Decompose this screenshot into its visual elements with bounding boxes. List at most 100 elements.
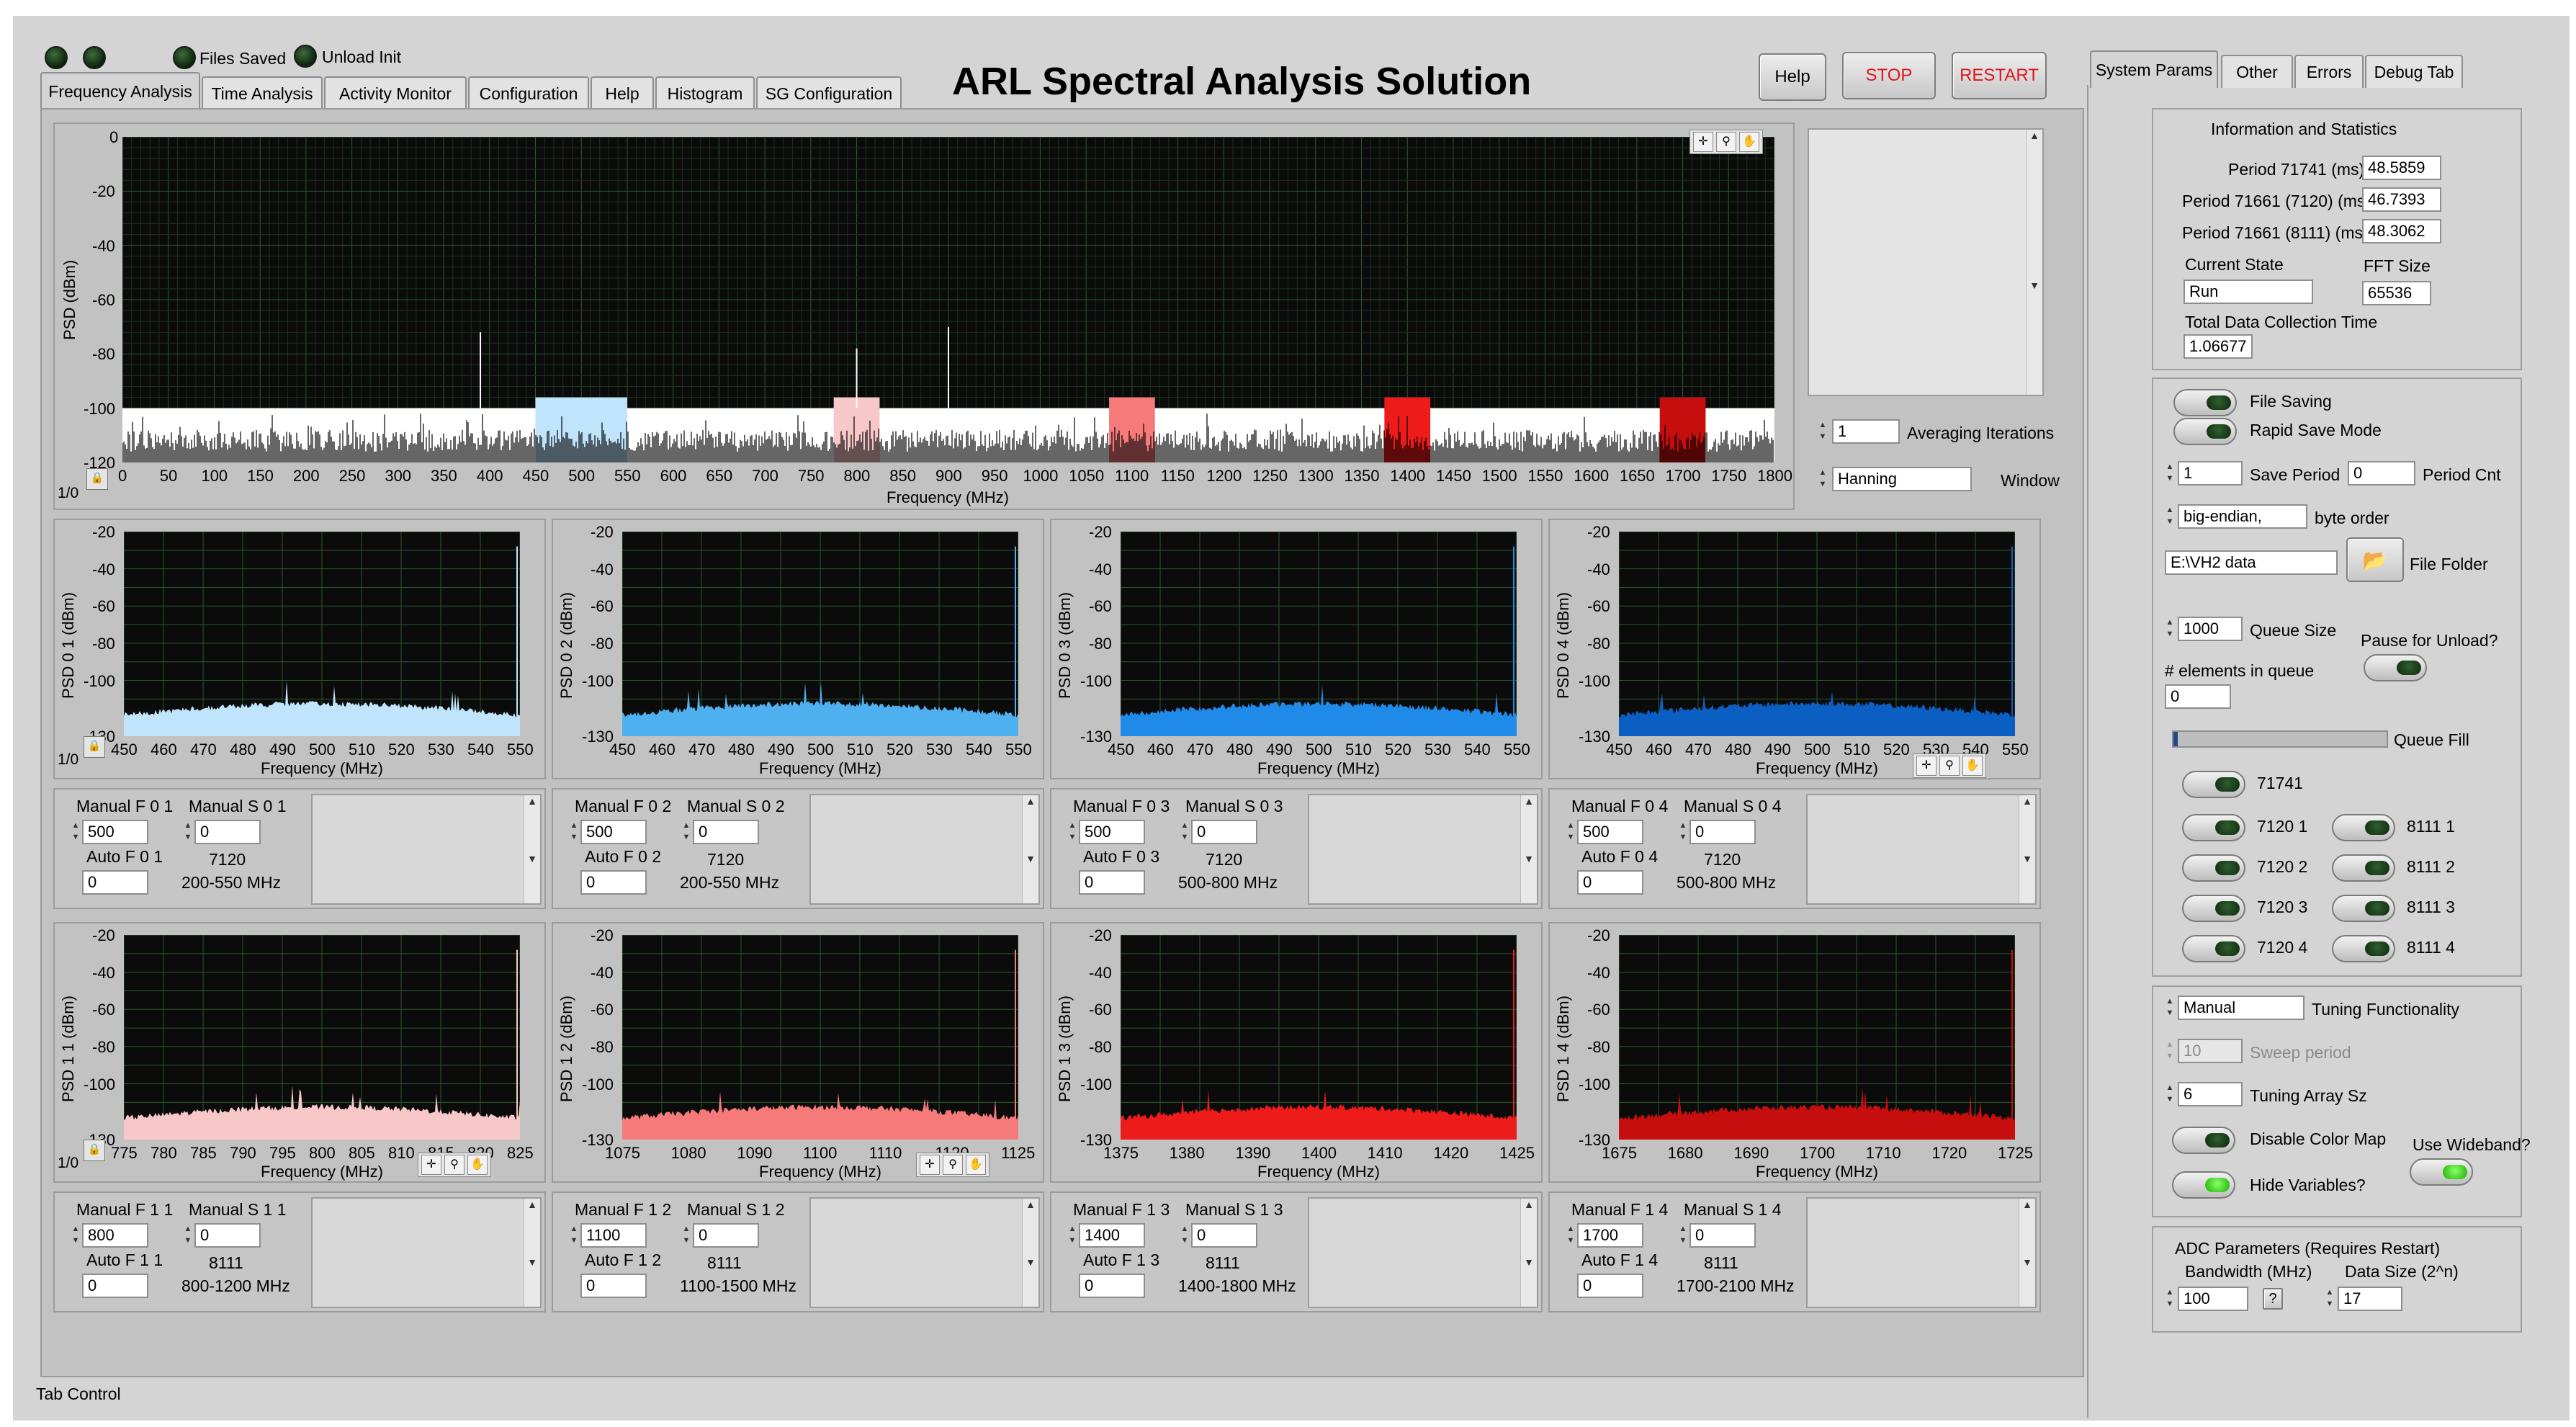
tab-activity-monitor[interactable]: Activity Monitor	[324, 76, 467, 109]
manual-s-spinner[interactable]: ▲ ▼	[184, 1225, 192, 1245]
zoom-tool-icon[interactable]: ⚲	[1939, 756, 1960, 776]
channel-listbox[interactable]: ▲ ▼	[809, 794, 1040, 905]
tab-histogram[interactable]: Histogram	[655, 76, 755, 109]
device-toggle-7120-4[interactable]	[2182, 935, 2245, 962]
listbox-scrollbar[interactable]: ▲ ▼	[2019, 795, 2035, 903]
channel-listbox[interactable]: ▲ ▼	[1806, 794, 2037, 905]
file-saving-toggle[interactable]	[2173, 389, 2237, 416]
tuning-mode-spinner[interactable]: ▲ ▼	[2166, 997, 2174, 1017]
bandwidth-spinner[interactable]: ▲ ▼	[2166, 1288, 2174, 1308]
psd-plot-area[interactable]	[622, 532, 1018, 736]
tab-time-analysis[interactable]: Time Analysis	[202, 76, 323, 109]
manual-s-spinner[interactable]: ▲ ▼	[1679, 821, 1687, 841]
scale-lock-icon[interactable]: 🔒	[86, 468, 108, 490]
queue-size-input[interactable]: 1000	[2178, 617, 2243, 641]
manual-f-spinner[interactable]: ▲ ▼	[570, 1225, 578, 1245]
scale-lock-icon[interactable]: 🔒	[84, 1140, 105, 1161]
channel-listbox[interactable]: ▲ ▼	[1308, 794, 1538, 905]
manual-f-input[interactable]: 1400	[1079, 1223, 1145, 1248]
bandwidth-input[interactable]: 100	[2178, 1287, 2248, 1311]
averaging-spinner[interactable]: ▲ ▼	[1818, 421, 1827, 441]
channel-listbox[interactable]: ▲ ▼	[1308, 1197, 1538, 1308]
pan-tool-icon[interactable]: ✋	[1739, 132, 1759, 152]
device-toggle-8111-3[interactable]	[2332, 895, 2395, 922]
disable-color-map-toggle[interactable]	[2172, 1127, 2235, 1154]
tab-debug[interactable]: Debug Tab	[2365, 55, 2463, 88]
pause-unload-toggle[interactable]	[2364, 654, 2427, 681]
byte-order-select[interactable]: big-endian,	[2178, 504, 2307, 529]
device-toggle-8111-4[interactable]	[2332, 935, 2395, 962]
manual-s-input[interactable]: 0	[1191, 1223, 1257, 1248]
sweep-period-input[interactable]: 10	[2178, 1039, 2243, 1063]
cursor-tool-icon[interactable]: ✛	[1916, 756, 1937, 776]
psd-plot-area[interactable]	[622, 935, 1018, 1140]
tab-errors[interactable]: Errors	[2294, 55, 2364, 88]
tab-other[interactable]: Other	[2221, 55, 2293, 88]
averaging-iterations-input[interactable]: 1	[1832, 419, 1900, 444]
listbox-scrollbar[interactable]: ▲ ▼	[1022, 1199, 1038, 1307]
help-button[interactable]: Help	[1759, 53, 1826, 101]
restart-button[interactable]: RESTART	[1952, 52, 2047, 99]
sweep-period-spinner[interactable]: ▲ ▼	[2166, 1040, 2174, 1060]
manual-f-input[interactable]: 1100	[580, 1223, 647, 1248]
manual-f-spinner[interactable]: ▲ ▼	[570, 821, 578, 841]
tab-configuration[interactable]: Configuration	[468, 76, 589, 109]
stop-button[interactable]: STOP	[1842, 52, 1936, 99]
tab-frequency-analysis[interactable]: Frequency Analysis	[40, 72, 200, 109]
pan-tool-icon[interactable]: ✋	[467, 1155, 488, 1175]
pan-tool-icon[interactable]: ✋	[966, 1155, 986, 1175]
listbox-scrollbar[interactable]: ▲ ▼	[1022, 795, 1038, 903]
zoom-tool-icon[interactable]: ⚲	[1716, 132, 1736, 152]
window-selector-spinner[interactable]: ▲ ▼	[1818, 468, 1827, 488]
device-toggle-7120-2[interactable]	[2182, 854, 2245, 882]
manual-f-spinner[interactable]: ▲ ▼	[71, 821, 80, 841]
manual-s-spinner[interactable]: ▲ ▼	[682, 821, 691, 841]
manual-s-input[interactable]: 0	[194, 1223, 261, 1248]
main-plot-legend-box[interactable]: ▲ ▼	[1808, 128, 2044, 396]
bandwidth-help-button[interactable]: ?	[2263, 1288, 2283, 1310]
tuning-mode-select[interactable]: Manual	[2178, 996, 2305, 1020]
window-select[interactable]: Hanning	[1832, 467, 1972, 491]
manual-s-spinner[interactable]: ▲ ▼	[682, 1225, 691, 1245]
folder-browse-button[interactable]: 📂	[2346, 537, 2404, 582]
manual-s-input[interactable]: 0	[693, 1223, 759, 1248]
rapid-save-toggle[interactable]	[2173, 418, 2237, 445]
manual-f-input[interactable]: 500	[82, 820, 148, 844]
tab-help[interactable]: Help	[591, 76, 654, 109]
queue-size-spinner[interactable]: ▲ ▼	[2166, 618, 2174, 638]
channel-listbox[interactable]: ▲ ▼	[809, 1197, 1040, 1308]
psd-plot-area[interactable]	[1121, 935, 1517, 1140]
device-toggle-7120-3[interactable]	[2182, 895, 2245, 922]
scale-lock-icon[interactable]: 🔒	[84, 736, 105, 758]
pan-tool-icon[interactable]: ✋	[1962, 756, 1983, 776]
manual-s-spinner[interactable]: ▲ ▼	[1679, 1225, 1687, 1245]
cursor-tool-icon[interactable]: ✛	[1693, 132, 1713, 152]
manual-s-input[interactable]: 0	[194, 820, 261, 844]
manual-f-input[interactable]: 500	[1577, 820, 1643, 844]
manual-f-spinner[interactable]: ▲ ▼	[1068, 821, 1077, 841]
psd-plot-area[interactable]	[1121, 532, 1517, 736]
manual-f-spinner[interactable]: ▲ ▼	[1566, 1225, 1575, 1245]
data-size-spinner[interactable]: ▲ ▼	[2325, 1288, 2334, 1308]
zoom-tool-icon[interactable]: ⚲	[943, 1155, 963, 1175]
manual-f-spinner[interactable]: ▲ ▼	[71, 1225, 80, 1245]
listbox-scrollbar[interactable]: ▲ ▼	[2019, 1199, 2035, 1307]
channel-listbox[interactable]: ▲ ▼	[311, 1197, 542, 1308]
zoom-tool-icon[interactable]: ⚲	[444, 1155, 465, 1175]
tab-sg-configuration[interactable]: SG Configuration	[756, 76, 902, 109]
device-toggle-8111-2[interactable]	[2332, 854, 2395, 882]
use-wideband-toggle[interactable]	[2410, 1158, 2473, 1186]
tuning-array-input[interactable]: 6	[2178, 1082, 2243, 1106]
psd-plot-area[interactable]	[1619, 532, 2015, 736]
manual-s-spinner[interactable]: ▲ ▼	[1180, 1225, 1189, 1245]
tuning-array-spinner[interactable]: ▲ ▼	[2166, 1083, 2174, 1104]
data-size-input[interactable]: 17	[2338, 1287, 2402, 1311]
psd-plot-area[interactable]	[1619, 935, 2015, 1140]
device-71741-toggle[interactable]	[2182, 771, 2245, 798]
save-period-input[interactable]: 1	[2178, 461, 2243, 486]
file-folder-path[interactable]: E:\VH2 data	[2165, 550, 2338, 575]
manual-s-input[interactable]: 0	[1689, 820, 1756, 844]
device-toggle-7120-1[interactable]	[2182, 814, 2245, 841]
manual-s-spinner[interactable]: ▲ ▼	[1180, 821, 1189, 841]
cursor-tool-icon[interactable]: ✛	[421, 1155, 441, 1175]
